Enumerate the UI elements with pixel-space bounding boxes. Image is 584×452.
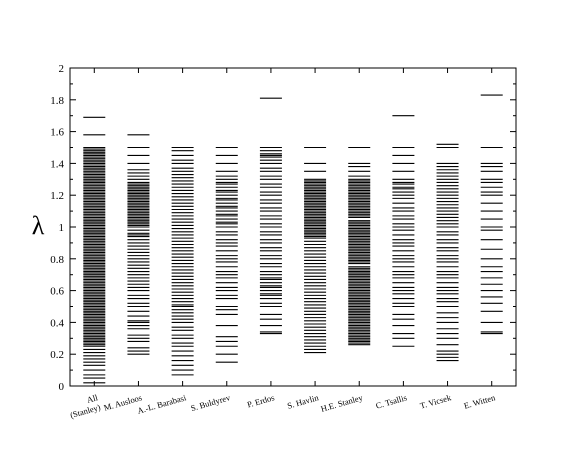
series-group <box>480 94 503 387</box>
y-tick-label: 0.8 <box>50 254 64 266</box>
category-label-line: (Stanley) <box>69 402 102 420</box>
category-label-line: A.-L. Barabasi <box>136 392 188 416</box>
y-tick-label: 0.2 <box>50 349 64 361</box>
category-label-line: S. Havlin <box>286 392 320 411</box>
category-label: T. Vicsek <box>419 392 453 411</box>
category-label: E. Witten <box>463 392 497 411</box>
category-label: All(Stanley) <box>69 392 102 420</box>
category-label-line: S. Buldyrev <box>190 392 233 413</box>
category-label: P. Erdos <box>246 392 276 409</box>
category-label: S. Havlin <box>286 392 320 411</box>
y-tick-label: 1.8 <box>50 95 64 107</box>
category-label-line: T. Vicsek <box>419 392 453 411</box>
y-axis-label: λ <box>32 211 45 240</box>
y-tick-label: 0 <box>59 381 65 393</box>
data-marks <box>83 94 503 387</box>
category-label-line: E. Witten <box>463 392 497 411</box>
series-group <box>171 146 194 387</box>
y-tick-label: 1 <box>59 222 65 234</box>
category-label: S. Buldyrev <box>190 392 233 413</box>
category-label-line: C. Tsallis <box>375 392 408 410</box>
category-label: A.-L. Barabasi <box>136 392 188 416</box>
y-tick-label: 1.6 <box>50 127 64 139</box>
y-axis: 0 0.2 0.4 0.6 0.8 1 1.2 1.4 1.6 1.8 2 <box>50 63 516 393</box>
category-label: H.E. Stanley <box>320 392 365 414</box>
y-tick-label: 1.4 <box>50 158 64 170</box>
series-group <box>348 146 371 387</box>
series-group <box>304 146 327 387</box>
series-group <box>259 97 282 387</box>
y-tick-label: 0.4 <box>50 317 64 329</box>
category-label: C. Tsallis <box>375 392 408 410</box>
series-group <box>392 115 415 387</box>
series-group <box>215 146 238 387</box>
y-tick-label: 2 <box>59 63 65 75</box>
series-group <box>127 134 150 387</box>
category-label-line: P. Erdos <box>246 392 276 409</box>
category-label-line: H.E. Stanley <box>320 392 365 414</box>
category-label-line: All <box>86 392 100 405</box>
series-group <box>83 116 106 387</box>
series-group <box>436 143 459 387</box>
y-tick-label: 0.6 <box>50 286 64 298</box>
y-tick-label: 1.2 <box>50 190 64 202</box>
